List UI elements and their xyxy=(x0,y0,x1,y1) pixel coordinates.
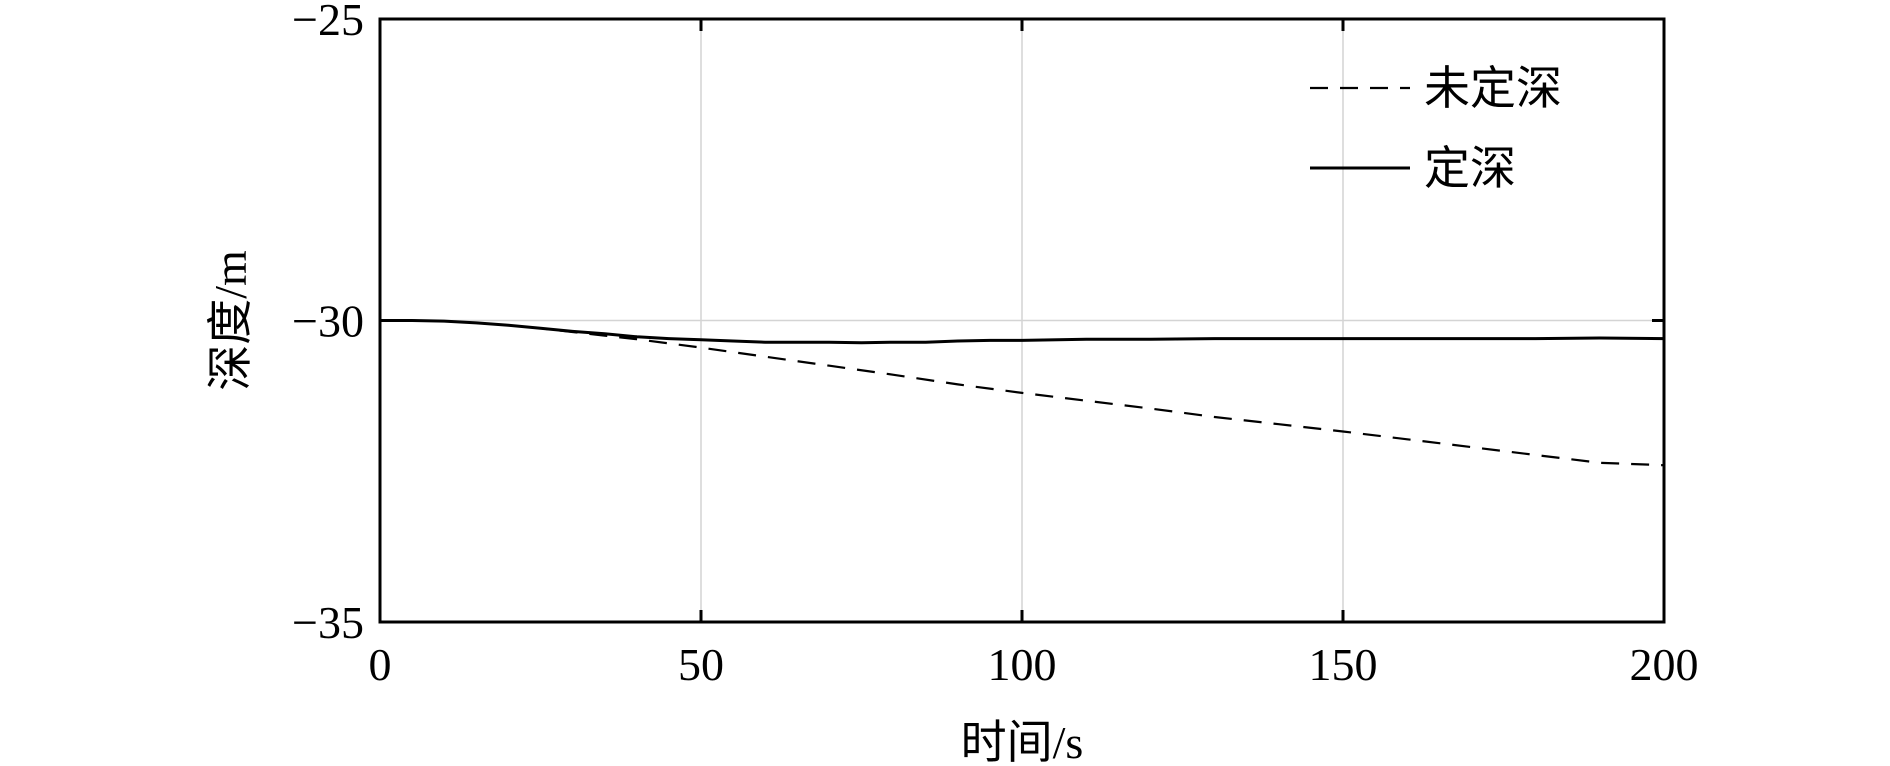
legend-label: 未定深 xyxy=(1424,63,1562,114)
axis-ticks xyxy=(378,17,1666,624)
y-tick-label: −30 xyxy=(292,296,364,347)
x-tick-label: 0 xyxy=(369,639,392,690)
legend-label: 定深 xyxy=(1424,143,1516,194)
x-axis-label: 时间/s xyxy=(961,717,1084,766)
y-axis-label: 深度/m xyxy=(205,250,256,391)
x-tick-label: 100 xyxy=(988,639,1057,690)
x-tick-labels: 0 50 100 150 200 xyxy=(369,639,1699,690)
series-layer xyxy=(380,319,1665,467)
series-line-controlled xyxy=(380,319,1665,345)
y-tick-labels: −25 −30 −35 xyxy=(292,0,364,648)
x-tick-label: 200 xyxy=(1630,639,1699,690)
x-tick-label: 50 xyxy=(678,639,724,690)
x-tick-label: 150 xyxy=(1309,639,1378,690)
grid-lines xyxy=(380,19,1664,622)
y-tick-label: −25 xyxy=(292,0,364,45)
y-tick-label: −35 xyxy=(292,597,364,648)
